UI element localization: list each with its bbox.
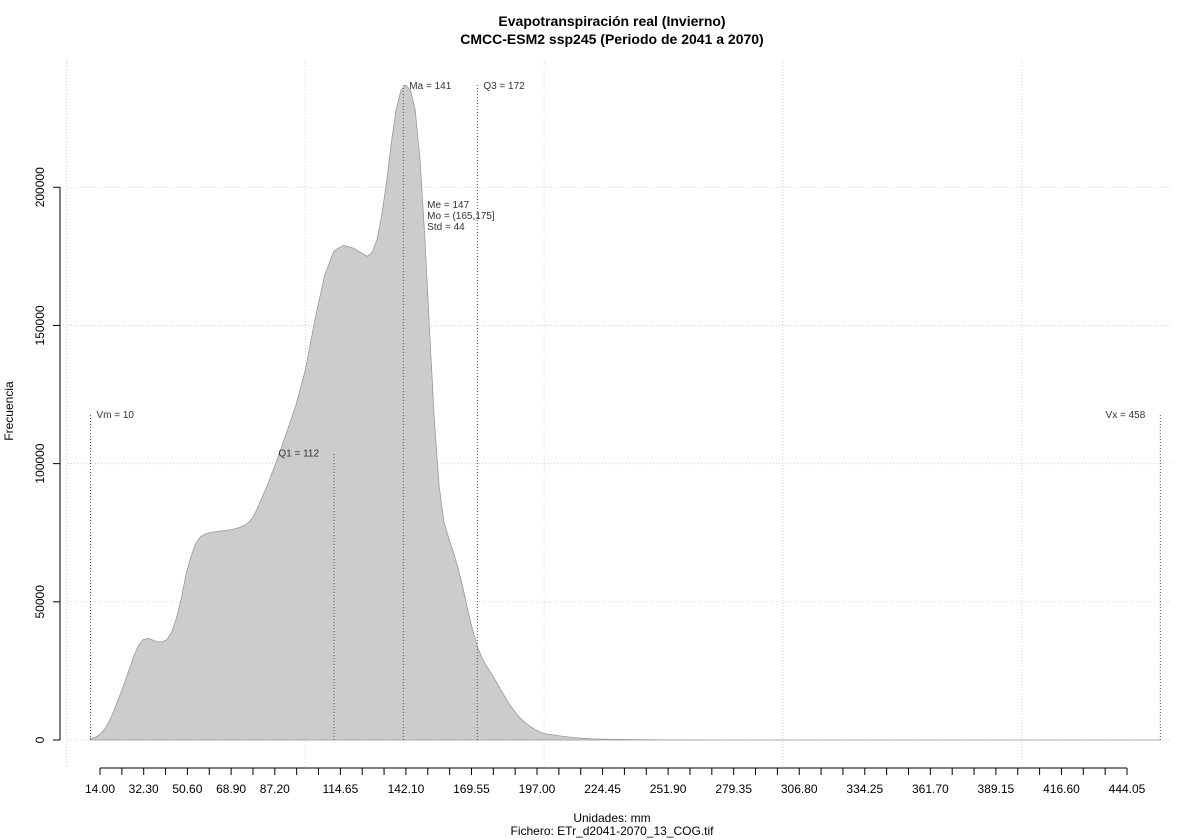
stat-label-2: Ma = 141 <box>409 81 451 92</box>
x-tick-label-16: 416.60 <box>1043 782 1080 796</box>
x-axis-label: Unidades: mm <box>573 811 650 825</box>
stats-text-2: Std = 44 <box>427 222 465 233</box>
x-tick-label-17: 444.05 <box>1109 782 1146 796</box>
density-area-group <box>90 84 1161 741</box>
chart-subtitle: CMCC-ESM2 ssp245 (Periodo de 2041 a 2070… <box>460 31 763 47</box>
x-tick-label-11: 279.35 <box>715 782 752 796</box>
x-tick-label-4: 87.20 <box>260 782 290 796</box>
y-tick-label-0: 0 <box>33 736 47 743</box>
x-tick-label-10: 251.90 <box>650 782 687 796</box>
x-tick-label-8: 197.00 <box>519 782 556 796</box>
x-tick-label-7: 169.55 <box>453 782 490 796</box>
x-tick-label-12: 306.80 <box>781 782 818 796</box>
x-tick-label-14: 361.70 <box>912 782 949 796</box>
stat-lines-group: Vm = 10 Q1 = 112 Ma = 141 Q3 = 172 Vx = 458 M… <box>89 81 1161 740</box>
stat-label-0: Vm = 10 <box>96 410 134 421</box>
chart-title: Evapotranspiración real (Invierno) <box>498 13 725 29</box>
density-area <box>90 84 1161 741</box>
stat-label-4: Vx = 458 <box>1106 410 1146 421</box>
y-tick-label-1: 50000 <box>33 585 47 619</box>
x-tick-label-2: 50.60 <box>172 782 202 796</box>
y-axis-label: Frecuencia <box>2 381 16 441</box>
y-tick-label-2: 100000 <box>33 443 47 483</box>
axes-group: 0 50000 100000 150000 200000 14.00 32.30 50.60 6… <box>33 167 1146 796</box>
x-tick-label-9: 224.45 <box>584 782 621 796</box>
stats-text-0: Me = 147 <box>427 200 469 211</box>
x-tick-label-5: 114.65 <box>322 782 358 796</box>
x-tick-label-15: 389.15 <box>978 782 1015 796</box>
x-tick-label-6: 142.10 <box>388 782 425 796</box>
y-tick-label-4: 200000 <box>33 167 47 207</box>
stat-label-1: Q1 = 112 <box>278 449 319 460</box>
footer-filename: Fichero: ETr_d2041-2070_13_COG.tif <box>511 824 715 838</box>
stats-text-1: Mo = (165,175] <box>427 211 495 222</box>
y-tick-label-3: 150000 <box>33 305 47 345</box>
x-tick-label-3: 68.90 <box>216 782 246 796</box>
x-tick-label-13: 334.25 <box>846 782 883 796</box>
x-tick-label-1: 32.30 <box>129 782 159 796</box>
x-tick-label-0: 14.00 <box>85 782 115 796</box>
stat-label-3: Q3 = 172 <box>483 81 525 92</box>
